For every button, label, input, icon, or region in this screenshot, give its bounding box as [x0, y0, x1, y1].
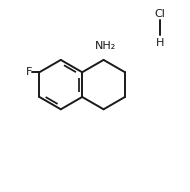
Text: NH₂: NH₂ — [95, 41, 116, 51]
Text: Cl: Cl — [154, 9, 165, 19]
Text: H: H — [155, 38, 164, 48]
Text: F: F — [26, 67, 32, 77]
